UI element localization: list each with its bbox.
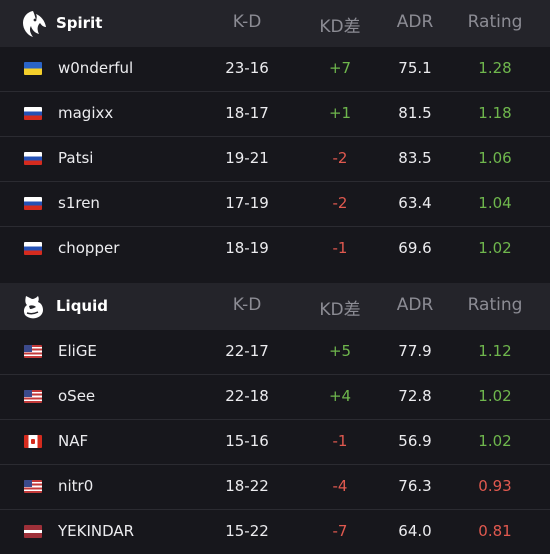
player-kd-diff: -7 (332, 522, 348, 540)
player-rating: 1.18 (478, 104, 512, 122)
player-adr: 76.3 (398, 477, 432, 495)
latvia-flag-icon (24, 525, 42, 538)
player-kd: 18-22 (225, 477, 269, 495)
russia-flag-icon (24, 107, 42, 120)
player-kd-diff: -2 (332, 149, 348, 167)
player-name: YEKINDAR (58, 522, 135, 540)
player-rating: 1.04 (478, 194, 512, 212)
player-rating: 1.06 (478, 149, 512, 167)
player-rating: 1.12 (478, 342, 512, 360)
player-name: NAF (58, 432, 89, 450)
player-kd: 15-22 (225, 522, 269, 540)
team-name: Liquid (56, 297, 108, 315)
player-rating: 0.93 (478, 477, 512, 495)
player-kd: 19-21 (225, 149, 269, 167)
team-header: Liquid K-D KD差 ADR Rating (0, 283, 550, 330)
column-header-kd-diff: KD差 (319, 300, 361, 320)
spirit-dragon-logo-icon (23, 11, 46, 37)
player-adr: 72.8 (398, 387, 432, 405)
player-name: EliGE (58, 342, 97, 360)
player-kd-diff: -2 (332, 194, 348, 212)
player-row: oSee 22-18 +4 72.8 1.02 (0, 375, 550, 420)
column-header-kd: K-D (232, 295, 262, 315)
usa-flag-icon (24, 390, 42, 403)
russia-flag-icon (24, 197, 42, 210)
player-row: EliGE 22-17 +5 77.9 1.12 (0, 330, 550, 375)
player-kd: 22-18 (225, 387, 269, 405)
player-name: chopper (58, 239, 120, 257)
player-kd: 18-19 (225, 239, 269, 257)
player-kd: 15-16 (225, 432, 269, 450)
canada-flag-icon (24, 435, 42, 448)
player-rating: 1.02 (478, 387, 512, 405)
player-row: nitr0 18-22 -4 76.3 0.93 (0, 465, 550, 510)
player-kd-diff: -1 (332, 239, 348, 257)
player-kd: 22-17 (225, 342, 269, 360)
player-rating: 1.28 (478, 59, 512, 77)
section-gap (0, 271, 550, 283)
player-kd: 17-19 (225, 194, 269, 212)
column-header-adr: ADR (396, 12, 434, 32)
player-name: oSee (58, 387, 96, 405)
player-adr: 83.5 (398, 149, 432, 167)
player-kd-diff: -4 (332, 477, 348, 495)
column-header-rating: Rating (467, 295, 523, 315)
team-name: Spirit (56, 14, 103, 32)
player-row: YEKINDAR 15-22 -7 64.0 0.81 (0, 510, 550, 554)
player-row: NAF 15-16 -1 56.9 1.02 (0, 420, 550, 465)
ukraine-flag-icon (24, 62, 42, 75)
player-kd-diff: +1 (328, 104, 352, 122)
player-adr: 63.4 (398, 194, 432, 212)
player-row: Patsi 19-21 -2 83.5 1.06 (0, 137, 550, 182)
player-row: w0nderful 23-16 +7 75.1 1.28 (0, 47, 550, 92)
player-row: chopper 18-19 -1 69.6 1.02 (0, 227, 550, 271)
player-kd: 18-17 (225, 104, 269, 122)
player-adr: 64.0 (398, 522, 432, 540)
column-header-adr: ADR (396, 295, 434, 315)
player-kd-diff: +7 (328, 59, 352, 77)
player-adr: 69.6 (398, 239, 432, 257)
russia-flag-icon (24, 242, 42, 255)
player-adr: 77.9 (398, 342, 432, 360)
player-name: w0nderful (58, 59, 134, 77)
usa-flag-icon (24, 345, 42, 358)
player-rating: 0.81 (478, 522, 512, 540)
player-kd: 23-16 (225, 59, 269, 77)
player-adr: 75.1 (398, 59, 432, 77)
player-kd-diff: -1 (332, 432, 348, 450)
player-adr: 56.9 (398, 432, 432, 450)
player-rating: 1.02 (478, 239, 512, 257)
usa-flag-icon (24, 480, 42, 493)
player-row: magixx 18-17 +1 81.5 1.18 (0, 92, 550, 137)
column-header-rating: Rating (467, 12, 523, 32)
player-kd-diff: +5 (328, 342, 352, 360)
team-section-spirit: Spirit K-D KD差 ADR Rating w0nderful 23-1… (0, 0, 550, 271)
player-row: s1ren 17-19 -2 63.4 1.04 (0, 182, 550, 227)
player-name: nitr0 (58, 477, 94, 495)
column-header-kd: K-D (232, 12, 262, 32)
column-header-kd-diff: KD差 (319, 17, 361, 37)
player-adr: 81.5 (398, 104, 432, 122)
player-name: Patsi (58, 149, 94, 167)
team-header: Spirit K-D KD差 ADR Rating (0, 0, 550, 47)
player-rating: 1.02 (478, 432, 512, 450)
team-section-liquid: Liquid K-D KD差 ADR Rating EliGE 22-17 +5… (0, 283, 550, 554)
player-kd-diff: +4 (328, 387, 352, 405)
player-name: s1ren (58, 194, 100, 212)
player-name: magixx (58, 104, 114, 122)
liquid-horse-logo-icon (23, 296, 43, 319)
russia-flag-icon (24, 152, 42, 165)
